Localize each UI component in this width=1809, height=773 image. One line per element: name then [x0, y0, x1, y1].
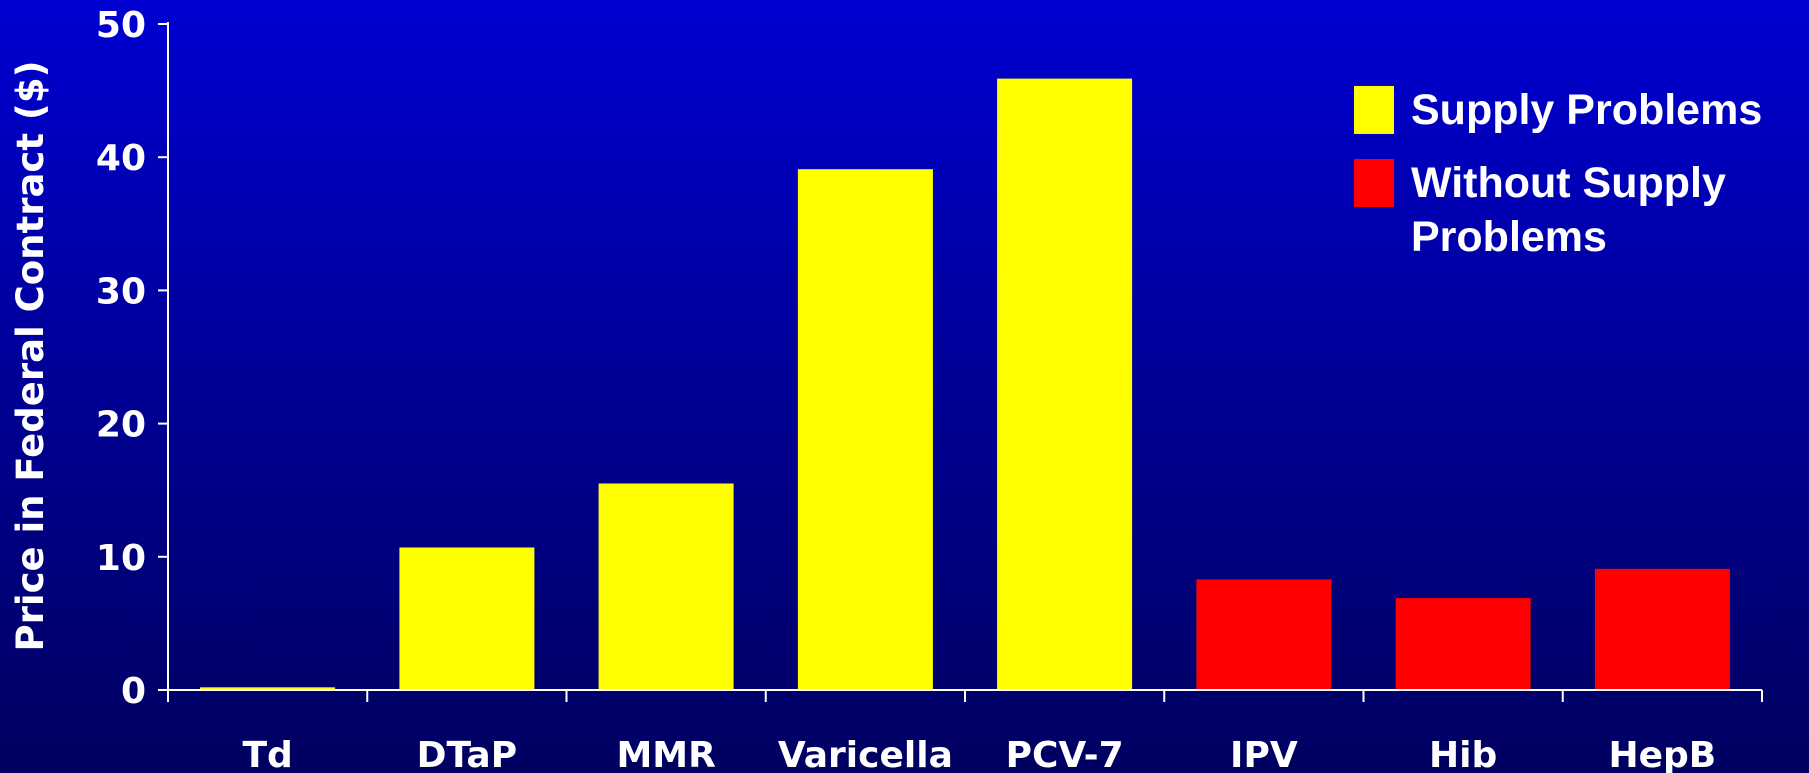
y-tick-label: 40	[96, 138, 146, 179]
bar-pcv-7	[997, 78, 1133, 691]
y-tick-label: 10	[96, 538, 146, 579]
legend-item-supply-problems: Supply Problems	[1354, 86, 1804, 137]
x-tick-label: HepB	[1608, 735, 1716, 773]
bar-dtap	[399, 547, 535, 690]
legend-label: Without Supply Problems	[1411, 159, 1726, 261]
x-tick-labels: Td DTaP MMR Varicella PCV-7 IPV Hib HepB	[242, 735, 1716, 773]
y-tick-label: 0	[121, 671, 146, 712]
legend-item-without-supply-problems: Without Supply Problems	[1354, 159, 1804, 264]
legend-label: Supply Problems	[1411, 86, 1763, 134]
axes	[158, 22, 1763, 702]
x-tick-label: PCV-7	[1006, 735, 1124, 773]
bar-hib	[1395, 598, 1531, 690]
y-tick-label: 30	[96, 271, 146, 312]
x-tick-label: Hib	[1429, 735, 1497, 773]
bar-td	[200, 687, 336, 690]
x-tick-label: Varicella	[778, 735, 953, 773]
bar-hepb	[1594, 568, 1730, 690]
y-tick-labels: 0 10 20 30 40 50	[96, 5, 146, 712]
bar-mmr	[598, 483, 734, 690]
x-tick-label: MMR	[616, 735, 715, 773]
y-tick-label: 50	[96, 5, 146, 46]
y-axis-title: Price in Federal Contract ($)	[9, 61, 52, 652]
x-tick-label: DTaP	[417, 735, 517, 773]
x-tick-label: IPV	[1230, 735, 1298, 773]
bars	[200, 78, 1730, 691]
legend: Supply Problems Without Supply Problems	[1354, 86, 1804, 286]
legend-swatch-red	[1354, 159, 1394, 207]
x-tick-label: Td	[242, 735, 292, 773]
legend-swatch-yellow	[1354, 86, 1394, 134]
y-tick-label: 20	[96, 405, 146, 446]
bar-varicella	[797, 169, 933, 690]
bar-ipv	[1196, 579, 1332, 690]
